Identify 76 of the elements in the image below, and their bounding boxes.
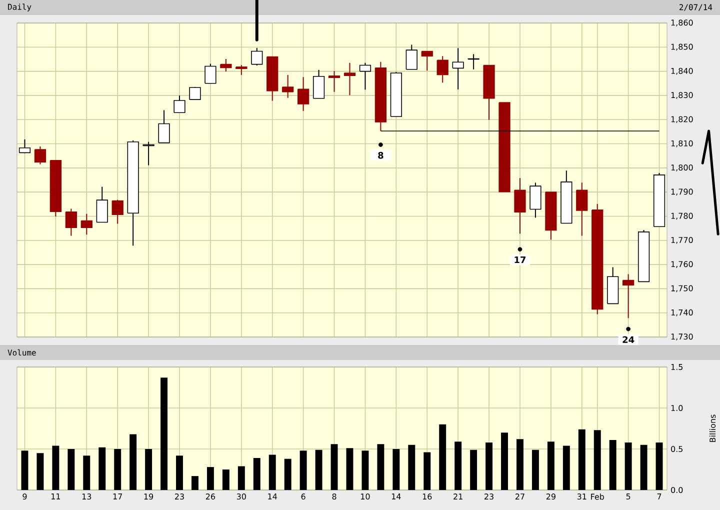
- candlestick: [220, 58, 232, 72]
- bar: [98, 447, 106, 490]
- bar: [52, 446, 60, 490]
- candlestick: [282, 74, 294, 98]
- bar: [300, 450, 307, 490]
- candlestick: [436, 56, 448, 84]
- candlestick: [344, 62, 356, 96]
- bar: [268, 454, 276, 490]
- candlestick: [142, 141, 154, 166]
- candlestick: [96, 186, 108, 223]
- bar: [578, 429, 586, 490]
- bar: [362, 450, 369, 490]
- candlestick: [514, 178, 526, 234]
- bar: [253, 458, 260, 490]
- candlestick: [34, 146, 46, 165]
- bar: [408, 444, 416, 490]
- candlestick: [312, 69, 325, 99]
- bar: [238, 466, 245, 490]
- bar: [284, 458, 292, 490]
- candlestick: [576, 182, 588, 236]
- bar: [21, 450, 28, 490]
- bar: [547, 442, 554, 490]
- bar: [486, 442, 493, 490]
- bar: [377, 444, 384, 490]
- bar: [330, 444, 338, 490]
- candlestick: [158, 110, 170, 144]
- candlestick: [530, 182, 542, 218]
- bar: [532, 450, 539, 490]
- candlestick: [359, 62, 372, 90]
- bar: [83, 456, 90, 490]
- annotation: 8: [378, 152, 384, 159]
- bar: [145, 449, 152, 490]
- candlestick: [421, 50, 433, 72]
- bar: [346, 448, 354, 490]
- candlestick: [236, 64, 248, 76]
- annotation: 24: [622, 336, 634, 343]
- candlestick: [18, 138, 31, 154]
- candlestick: [622, 274, 634, 319]
- bar: [68, 449, 75, 490]
- bar: [439, 424, 446, 490]
- bar: [114, 449, 122, 490]
- bar: [562, 446, 570, 490]
- bar: [222, 470, 230, 490]
- point: [626, 326, 631, 332]
- bar: [501, 432, 508, 490]
- bar: [206, 467, 214, 490]
- candlestick: [251, 47, 263, 66]
- candlestick: [452, 48, 464, 90]
- bar: [315, 450, 322, 490]
- candlestick: [204, 63, 216, 84]
- bar: [609, 440, 616, 490]
- bar: [640, 444, 648, 490]
- annotation: 17: [514, 256, 526, 264]
- bar: [424, 452, 431, 490]
- candlestick: [406, 44, 418, 70]
- bar: [176, 456, 183, 490]
- candlestick: [189, 86, 201, 100]
- bar: [392, 449, 400, 490]
- bar: [624, 442, 632, 490]
- bar: [160, 378, 168, 490]
- bar: [470, 450, 478, 490]
- candlestick: [65, 208, 77, 236]
- candlestick: [80, 213, 92, 236]
- point: [518, 247, 522, 252]
- point: [378, 142, 383, 147]
- bar: [516, 439, 524, 490]
- bar: [594, 430, 601, 490]
- bar: [656, 442, 663, 490]
- bar: [130, 434, 137, 490]
- candlestick: [328, 70, 340, 92]
- bar: [36, 453, 44, 490]
- candlestick: [297, 76, 310, 112]
- bar: [454, 442, 462, 490]
- candlestick: [174, 94, 186, 114]
- candlestick: [112, 199, 124, 224]
- bar: [191, 476, 198, 490]
